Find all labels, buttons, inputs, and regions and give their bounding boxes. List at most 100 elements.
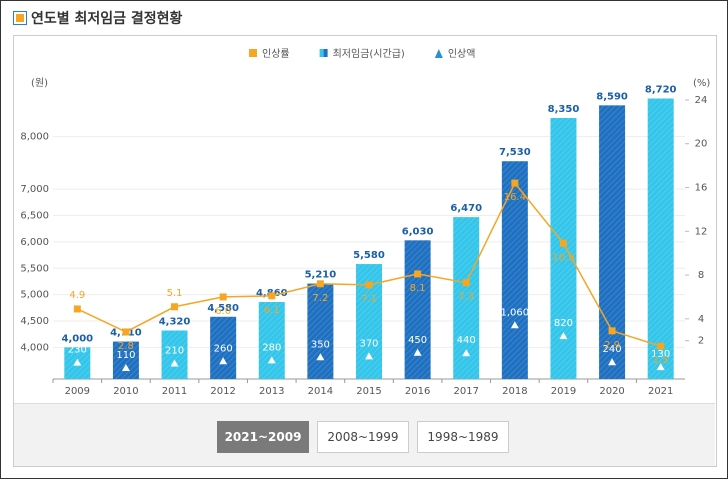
x-tick-label: 2021 (648, 386, 673, 397)
bar-label: 6,030 (402, 226, 434, 237)
bar-label: 7,530 (499, 147, 531, 158)
rate-marker (608, 327, 616, 335)
rate-marker (219, 293, 227, 301)
legend-swatch (434, 49, 443, 58)
y-tick-label: 6,500 (20, 211, 49, 222)
y-axis-label: (원) (31, 77, 48, 89)
rate-marker (559, 239, 567, 247)
x-tick-label: 2017 (454, 386, 479, 397)
y2-axis-label: (%) (693, 78, 710, 89)
y-tick-label: 5,500 (20, 263, 49, 274)
legend-swatch (319, 49, 324, 57)
period-tab[interactable]: 2008~1999 (317, 421, 409, 453)
title-icon (13, 11, 27, 25)
x-tick-label: 2010 (113, 386, 138, 397)
rate-label: 7.2 (312, 293, 328, 304)
increase-label: 230 (68, 345, 87, 356)
page-title: 연도별 최저임금 결정현황 (31, 11, 183, 27)
rate-marker (122, 328, 130, 336)
rate-marker (462, 279, 470, 287)
y-tick-label: 7,000 (20, 184, 49, 195)
x-tick-label: 2013 (259, 386, 284, 397)
increase-label: 130 (651, 349, 670, 360)
legend-label: 인상률 (262, 48, 290, 60)
legend-swatch (249, 49, 257, 57)
period-tab[interactable]: 2021~2009 (217, 421, 309, 453)
bar-label: 8,720 (645, 84, 677, 95)
bar-label: 4,000 (61, 333, 93, 344)
increase-marker (121, 364, 130, 372)
rate-label: 6.0 (215, 306, 231, 317)
y-tick-label: 4,500 (20, 316, 49, 327)
y-tick-label: 5,000 (20, 290, 49, 301)
bar-label: 6,470 (450, 203, 482, 214)
bar-label: 4,320 (159, 316, 191, 327)
y2-tick-label: 16 (695, 182, 708, 193)
y2-tick-label: 24 (695, 95, 708, 106)
rate-marker (657, 342, 665, 350)
y2-tick-label: 4 (698, 314, 704, 325)
increase-marker (267, 356, 276, 364)
legend-label: 인상액 (448, 48, 476, 60)
bar-hatch (161, 330, 188, 379)
bar-hatch (550, 118, 577, 379)
increase-label: 440 (457, 335, 476, 346)
rate-marker (365, 281, 373, 289)
rate-marker (171, 303, 179, 311)
increase-marker (413, 348, 422, 356)
rate-label: 6.1 (264, 305, 280, 316)
bar-label: 8,350 (548, 104, 580, 115)
bar-hatch (599, 105, 626, 379)
increase-marker (219, 357, 228, 365)
bar-hatch (501, 161, 528, 379)
rate-label: 7.1 (361, 294, 377, 305)
y2-tick-label: 12 (695, 226, 708, 237)
increase-label: 1,060 (501, 307, 530, 318)
period-tab[interactable]: 1998~1989 (417, 421, 509, 453)
bar-label: 5,210 (305, 270, 337, 281)
increase-label: 210 (165, 346, 184, 357)
x-tick-label: 2014 (308, 386, 333, 397)
x-tick-label: 2012 (210, 386, 235, 397)
increase-marker (365, 352, 373, 360)
legend-swatch (323, 49, 328, 57)
x-tick-label: 2018 (502, 386, 527, 397)
rate-marker (268, 292, 276, 300)
rate-label: 4.9 (69, 290, 85, 301)
legend-item: 인상률 (249, 48, 290, 60)
y-tick-label: 8,000 (20, 131, 49, 142)
bar-label: 5,580 (353, 250, 385, 261)
y-tick-label: 6,000 (20, 237, 49, 248)
x-tick-label: 2020 (599, 386, 624, 397)
rate-marker (316, 280, 324, 288)
rate-label: 2.8 (118, 341, 134, 352)
bar-hatch (307, 283, 334, 379)
increase-marker (316, 353, 325, 361)
bar-hatch (404, 240, 431, 379)
increase-label: 370 (359, 338, 378, 349)
increase-marker (608, 358, 617, 366)
rate-label: 2.9 (604, 340, 620, 351)
chart: (원) (%) 4,000 4,500 5,000 5,500 6,000 6,500 7,… (20, 47, 710, 397)
increase-marker (656, 363, 665, 371)
bar-hatch (210, 316, 237, 379)
bar-hatch (356, 264, 382, 379)
y2-tick-label: 2 (698, 336, 704, 347)
bar-hatch (258, 302, 285, 379)
increase-marker (73, 358, 82, 366)
increase-marker (510, 321, 519, 329)
increase-label: 280 (262, 342, 281, 353)
increase-marker (170, 359, 179, 367)
legend-item: 최저임금(시간급) (319, 47, 405, 60)
rate-label: 7.3 (458, 292, 474, 303)
increase-label: 820 (554, 318, 573, 329)
rate-marker (73, 305, 81, 313)
increase-label: 110 (116, 350, 135, 361)
bar-hatch (647, 98, 674, 379)
increase-marker (559, 332, 568, 340)
x-tick-label: 2015 (356, 386, 381, 397)
rate-label: 16.4 (504, 192, 526, 203)
bar-label: 8,590 (596, 91, 628, 102)
increase-label: 450 (408, 335, 427, 346)
